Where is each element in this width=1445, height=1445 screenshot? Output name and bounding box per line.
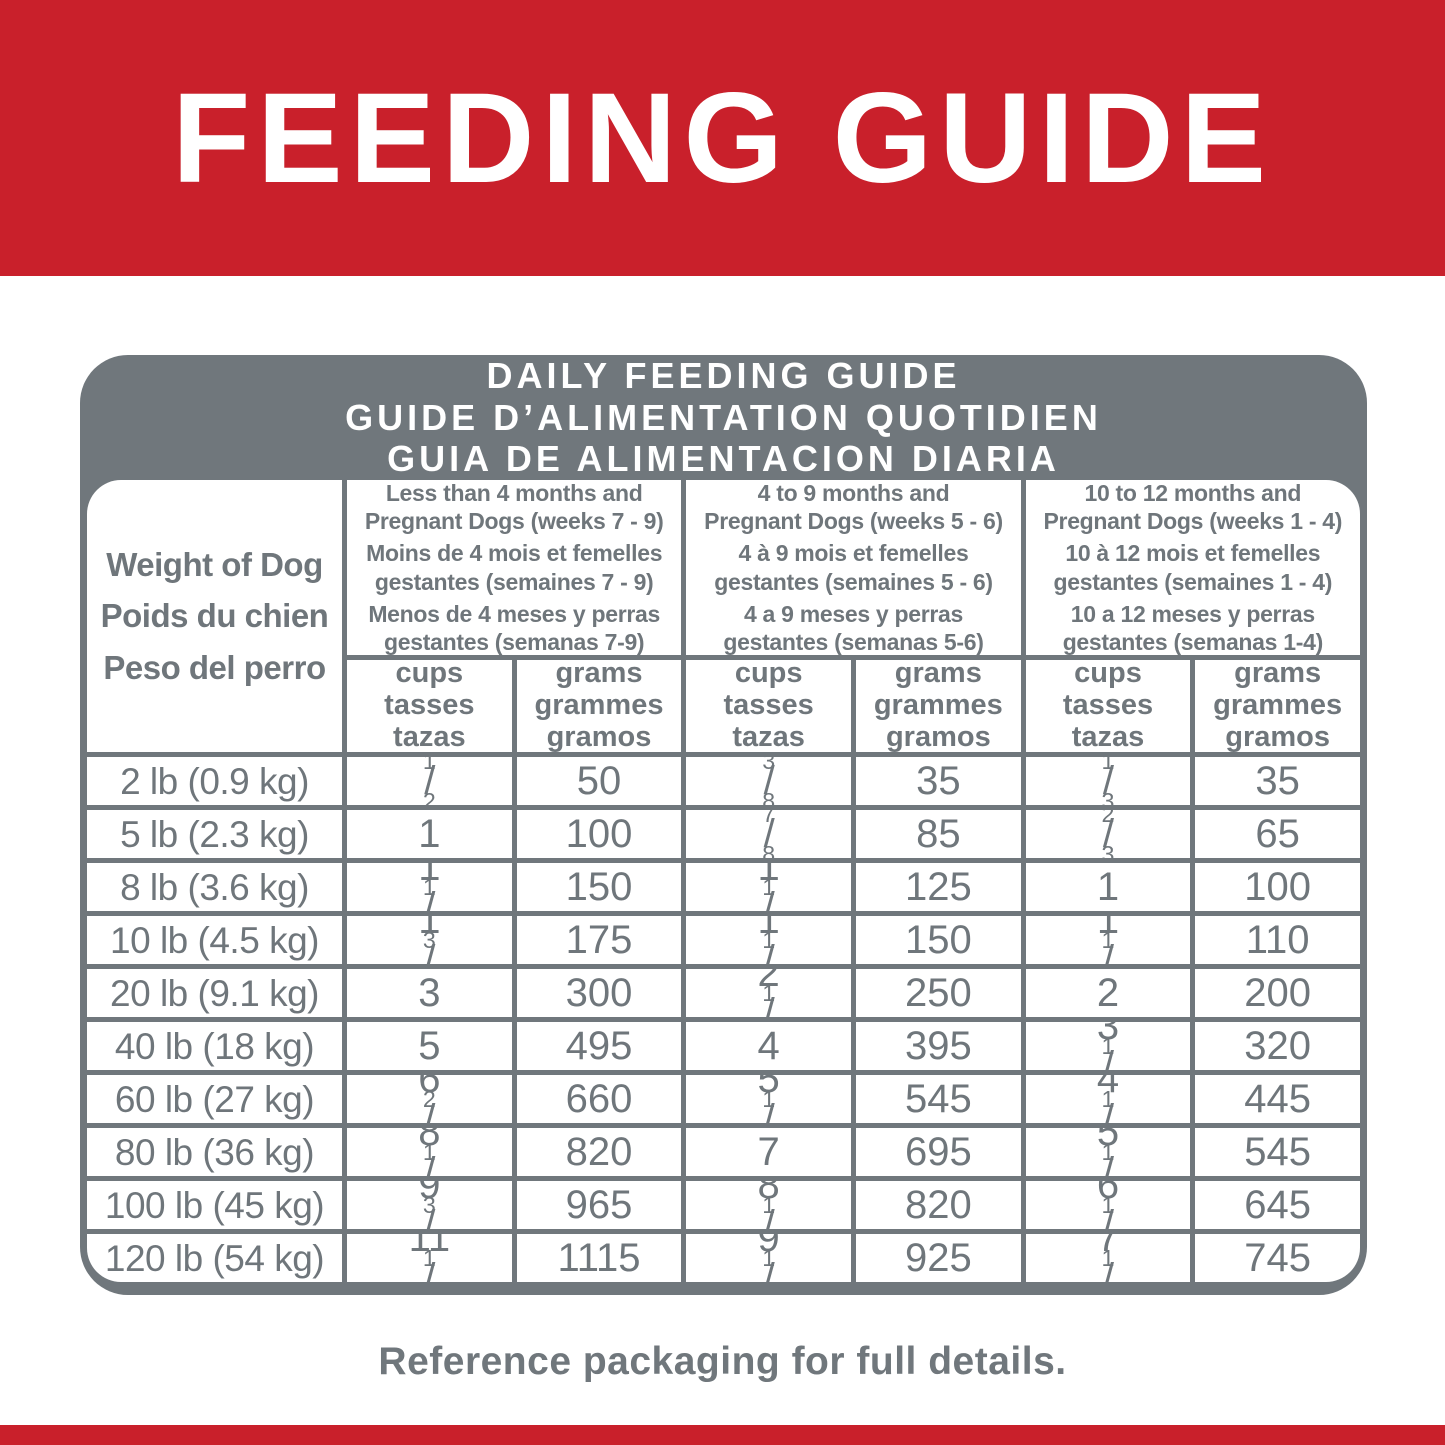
group-header-text-en: 4 to 9 months and Pregnant Dogs (weeks 5…	[704, 480, 1003, 535]
cups-cell-group2: 1 1/2	[686, 916, 851, 964]
weight-cell: 5 lb (2.3 kg)	[87, 810, 342, 858]
cups-cell-group2: 8 1/4	[686, 1181, 851, 1229]
cups-cell-group1: 9 3/4	[347, 1181, 512, 1229]
cups-cell-group1: 1 1/2	[347, 863, 512, 911]
cups-cell-group1: 1	[347, 810, 512, 858]
cups-cell-group2: 2 1/2	[686, 969, 851, 1017]
group-header-text-es: 10 a 12 meses y perras gestantes (semana…	[1062, 600, 1324, 655]
grams-cell-group3: 110	[1195, 916, 1360, 964]
footer-note: Reference packaging for full details.	[378, 1340, 1067, 1383]
grams-cell-group3: 200	[1195, 969, 1360, 1017]
grams-cell-group2: 125	[856, 863, 1021, 911]
group-header-text-en: 10 to 12 months and Pregnant Dogs (weeks…	[1043, 480, 1343, 535]
weight-cell: 10 lb (4.5 kg)	[87, 916, 342, 964]
grams-cell-group1: 495	[516, 1022, 682, 1070]
grams-cell-group2: 925	[856, 1234, 1021, 1282]
cups-cell-group1: 6 2/3	[347, 1075, 512, 1123]
grams-cell-group2: 395	[856, 1022, 1021, 1070]
grams-cell-group3: 65	[1195, 810, 1360, 858]
feeding-guide-banner: FEEDING GUIDE	[0, 0, 1445, 276]
grams-cell-group1: 300	[516, 969, 682, 1017]
units-header-grams-3: grams grammes gramos	[1195, 660, 1360, 752]
grams-cell-group3: 745	[1195, 1234, 1360, 1282]
feeding-table-grid: Weight of Dog Poids du chien Peso del pe…	[87, 480, 1360, 1282]
cups-cell-group3: 5 1/2	[1025, 1128, 1191, 1176]
cups-cell-group1: 8 1/4	[347, 1128, 512, 1176]
cups-cell-group3: 4 1/2	[1025, 1075, 1191, 1123]
cups-cell-group3: 3 1/4	[1025, 1022, 1191, 1070]
grams-cell-group1: 100	[516, 810, 682, 858]
grams-cell-group2: 35	[856, 757, 1021, 805]
grams-cell-group2: 545	[856, 1075, 1021, 1123]
grams-cell-group1: 660	[516, 1075, 682, 1123]
cups-cell-group2: 5 1/2	[686, 1075, 851, 1123]
table-title: DAILY FEEDING GUIDE GUIDE D’ALIMENTATION…	[345, 354, 1102, 480]
cups-cell-group3: 2/3	[1025, 810, 1191, 858]
grams-cell-group1: 150	[516, 863, 682, 911]
weight-cell: 120 lb (54 kg)	[87, 1234, 342, 1282]
bottom-red-bar	[0, 1425, 1445, 1445]
cups-cell-group2: 9 1/3	[686, 1234, 851, 1282]
cups-cell-group2: 7	[686, 1128, 851, 1176]
cups-cell-group2: 1 1/4	[686, 863, 851, 911]
units-header-grams-1: grams grammes gramos	[516, 660, 682, 752]
grams-cell-group3: 320	[1195, 1022, 1360, 1070]
weight-cell: 80 lb (36 kg)	[87, 1128, 342, 1176]
units-header-cups-1: cups tasses tazas	[347, 660, 512, 752]
grams-cell-group2: 820	[856, 1181, 1021, 1229]
cups-cell-group2: 7/8	[686, 810, 851, 858]
group-header-text-es: 4 a 9 meses y perras gestantes (semanas …	[723, 600, 984, 655]
grams-cell-group2: 695	[856, 1128, 1021, 1176]
grams-cell-group3: 100	[1195, 863, 1360, 911]
grams-cell-group1: 820	[516, 1128, 682, 1176]
group-header-text-fr: 10 à 12 mois et femelles gestantes (sema…	[1053, 540, 1333, 595]
banner-title: FEEDING GUIDE	[172, 66, 1273, 210]
group-header-under-4-months: Less than 4 months and Pregnant Dogs (we…	[347, 480, 682, 655]
grams-cell-group1: 965	[516, 1181, 682, 1229]
units-header-cups-3: cups tasses tazas	[1025, 660, 1191, 752]
units-header-cups-2: cups tasses tazas	[686, 660, 851, 752]
cups-cell-group1: 1 3/4	[347, 916, 512, 964]
group-header-text-es: Menos de 4 meses y perras gestantes (sem…	[368, 600, 660, 655]
grams-cell-group3: 445	[1195, 1075, 1360, 1123]
weight-cell: 8 lb (3.6 kg)	[87, 863, 342, 911]
units-header-grams-2: grams grammes gramos	[856, 660, 1021, 752]
weight-cell: 40 lb (18 kg)	[87, 1022, 342, 1070]
grams-cell-group3: 545	[1195, 1128, 1360, 1176]
grams-cell-group1: 175	[516, 916, 682, 964]
weight-cell: 2 lb (0.9 kg)	[87, 757, 342, 805]
grams-cell-group2: 250	[856, 969, 1021, 1017]
grams-cell-group1: 50	[516, 757, 682, 805]
cups-cell-group3: 7 1/2	[1025, 1234, 1191, 1282]
group-header-4-to-9-months: 4 to 9 months and Pregnant Dogs (weeks 5…	[686, 480, 1021, 655]
cups-cell-group1: 5	[347, 1022, 512, 1070]
weight-of-dog-header: Weight of Dog Poids du chien Peso del pe…	[87, 480, 342, 752]
cups-cell-group3: 2	[1025, 969, 1191, 1017]
grams-cell-group1: 1115	[516, 1234, 682, 1282]
daily-feeding-guide-table: DAILY FEEDING GUIDE GUIDE D’ALIMENTATION…	[80, 355, 1367, 1295]
cups-cell-group2: 3/8	[686, 757, 851, 805]
group-header-text-fr: Moins de 4 mois et femelles gestantes (s…	[366, 540, 663, 595]
cups-cell-group3: 1	[1025, 863, 1191, 911]
cups-cell-group1: 11 1/4	[347, 1234, 512, 1282]
cups-cell-group3: 6 1/2	[1025, 1181, 1191, 1229]
grams-cell-group2: 85	[856, 810, 1021, 858]
cups-cell-group1: 3	[347, 969, 512, 1017]
grams-cell-group3: 35	[1195, 757, 1360, 805]
group-header-text-fr: 4 à 9 mois et femelles gestantes (semain…	[714, 540, 993, 595]
cups-cell-group3: 1/3	[1025, 757, 1191, 805]
weight-cell: 20 lb (9.1 kg)	[87, 969, 342, 1017]
weight-cell: 60 lb (27 kg)	[87, 1075, 342, 1123]
cups-cell-group2: 4	[686, 1022, 851, 1070]
cups-cell-group1: 1/2	[347, 757, 512, 805]
cups-cell-group3: 1 1/8	[1025, 916, 1191, 964]
grams-cell-group2: 150	[856, 916, 1021, 964]
grams-cell-group3: 645	[1195, 1181, 1360, 1229]
weight-cell: 100 lb (45 kg)	[87, 1181, 342, 1229]
group-header-10-to-12-months: 10 to 12 months and Pregnant Dogs (weeks…	[1025, 480, 1360, 655]
group-header-text-en: Less than 4 months and Pregnant Dogs (we…	[364, 480, 664, 535]
